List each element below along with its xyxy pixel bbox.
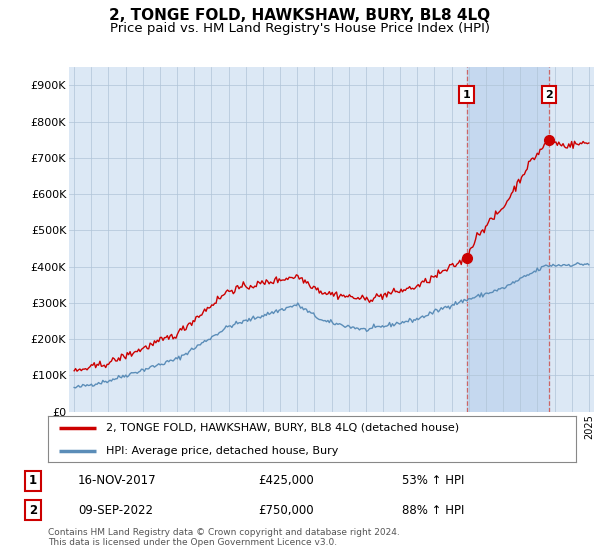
Text: 16-NOV-2017: 16-NOV-2017 <box>78 474 157 487</box>
Text: 88% ↑ HPI: 88% ↑ HPI <box>402 503 464 516</box>
Text: 1: 1 <box>463 90 470 100</box>
Text: 2: 2 <box>545 90 553 100</box>
Text: £750,000: £750,000 <box>258 503 314 516</box>
Bar <box>509 67 549 412</box>
Text: Price paid vs. HM Land Registry's House Price Index (HPI): Price paid vs. HM Land Registry's House … <box>110 22 490 35</box>
Text: 53% ↑ HPI: 53% ↑ HPI <box>402 474 464 487</box>
Text: 2, TONGE FOLD, HAWKSHAW, BURY, BL8 4LQ (detached house): 2, TONGE FOLD, HAWKSHAW, BURY, BL8 4LQ (… <box>106 423 459 432</box>
Text: HPI: Average price, detached house, Bury: HPI: Average price, detached house, Bury <box>106 446 338 455</box>
Text: £425,000: £425,000 <box>258 474 314 487</box>
Text: 09-SEP-2022: 09-SEP-2022 <box>78 503 153 516</box>
Text: 1: 1 <box>29 474 37 487</box>
Bar <box>467 67 509 412</box>
Text: 2, TONGE FOLD, HAWKSHAW, BURY, BL8 4LQ: 2, TONGE FOLD, HAWKSHAW, BURY, BL8 4LQ <box>109 8 491 24</box>
Text: Contains HM Land Registry data © Crown copyright and database right 2024.: Contains HM Land Registry data © Crown c… <box>48 528 400 536</box>
Text: 2: 2 <box>29 503 37 516</box>
Text: This data is licensed under the Open Government Licence v3.0.: This data is licensed under the Open Gov… <box>48 538 337 547</box>
